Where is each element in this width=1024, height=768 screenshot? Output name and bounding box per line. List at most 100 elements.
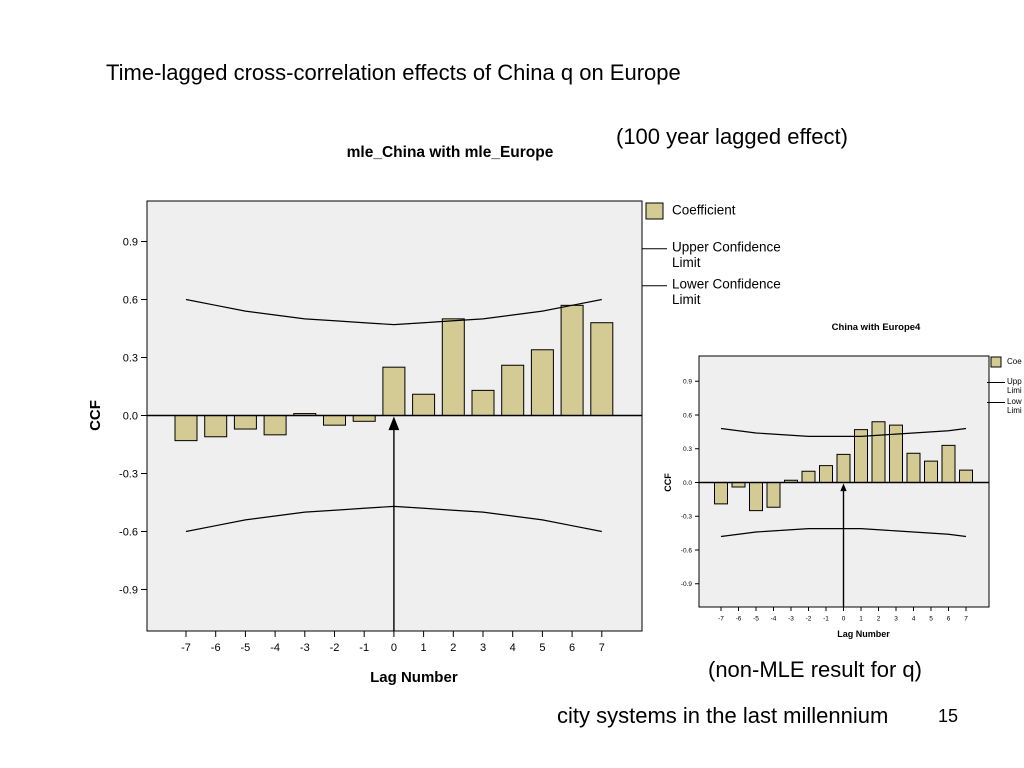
coefficient-bar: [801, 470, 816, 483]
coefficient-bar: [204, 415, 228, 438]
coefficient-bar: [263, 415, 287, 436]
y-tick-label: -0.3: [681, 514, 693, 521]
x-tick-label: -4: [270, 642, 280, 654]
coefficient-bar: [530, 349, 554, 417]
x-tick-label: -3: [788, 616, 794, 623]
coefficient-bar: [323, 415, 346, 426]
coefficient-bar: [352, 415, 376, 422]
y-tick-label: -0.6: [681, 547, 693, 554]
x-tick-label: 2: [450, 642, 456, 654]
upper-confidence-line: [720, 427, 967, 437]
legend-label: Limi: [1007, 386, 1022, 395]
coefficient-bar: [714, 482, 728, 505]
y-tick-label: -0.9: [119, 584, 138, 596]
y-axis-label: CCF: [663, 473, 673, 492]
chart-1: mle_China with mle_Europe 0.9 0.6 0.3 0.0 -0.…: [87, 144, 781, 686]
coefficient-bar: [749, 482, 763, 512]
legend-swatch-coefficient: [645, 202, 664, 220]
x-tick-label: 1: [859, 616, 863, 623]
y-tick-label: 0.3: [123, 352, 138, 364]
x-tick-label: 6: [569, 642, 575, 654]
coefficient-bar: [906, 452, 921, 483]
coefficient-bar: [836, 453, 851, 483]
x-tick-label: 3: [894, 616, 898, 623]
coefficient-bar: [174, 415, 198, 442]
coefficient-bar: [590, 322, 614, 416]
x-tick-label: -1: [823, 616, 829, 623]
y-tick-label: 0.0: [683, 480, 692, 487]
x-tick-label: -6: [736, 616, 742, 623]
y-tick-label: 0.9: [123, 236, 138, 248]
x-tick-label: -6: [211, 642, 221, 654]
coefficient-bar: [941, 444, 956, 483]
y-tick-label: 0.0: [123, 410, 138, 422]
arrow-head-icon: [840, 483, 847, 492]
x-tick-label: -1: [359, 642, 369, 654]
y-axis-label: CCF: [87, 400, 104, 431]
coefficient-bar: [924, 460, 938, 483]
x-tick-label: -2: [806, 616, 812, 623]
legend-label: Lower Confidence: [672, 276, 781, 291]
x-tick-label: 0: [842, 616, 846, 623]
legend-label: Coe: [1007, 357, 1022, 366]
legend-label: Upp: [1007, 377, 1022, 386]
coefficient-bar: [471, 389, 495, 417]
slide-number: 15: [938, 706, 959, 726]
legend-label: Limit: [672, 292, 701, 307]
x-axis-label: Lag Number: [837, 629, 890, 639]
coefficient-bar: [766, 482, 781, 508]
x-tick-label: -3: [300, 642, 310, 654]
x-tick-label: -5: [241, 642, 251, 654]
x-tick-label: 5: [539, 642, 545, 654]
x-tick-label: 0: [391, 642, 397, 654]
legend-label: Limi: [1007, 406, 1022, 415]
coefficient-bar: [819, 465, 833, 483]
legend-label: Upper Confidence: [672, 239, 781, 254]
x-tick-label: 4: [912, 616, 916, 623]
upper-confidence-line: [185, 298, 602, 326]
y-tick-label: 0.9: [683, 379, 692, 386]
x-axis-label: Lag Number: [370, 669, 458, 686]
chart-title: China with Europe4: [832, 322, 921, 333]
coefficient-bar: [854, 429, 868, 483]
y-tick-label: -0.3: [119, 468, 138, 480]
legend-label: Limit: [672, 255, 701, 270]
x-tick-label: -5: [753, 616, 759, 623]
x-tick-label: 5: [929, 616, 933, 623]
coefficient-bar: [501, 364, 525, 417]
chart-title: mle_China with mle_Europe: [347, 144, 554, 161]
legend-label: Low: [1007, 397, 1022, 406]
footer-text: city systems in the last millennium: [557, 703, 889, 728]
x-tick-label: 7: [964, 616, 968, 623]
non-mle-note: (non-MLE result for q): [708, 657, 922, 682]
x-tick-label: -7: [718, 616, 724, 623]
x-tick-label: 2: [877, 616, 881, 623]
legend-label: Coefficient: [672, 202, 736, 217]
coefficient-bar: [233, 415, 257, 430]
coefficient-bar: [441, 318, 465, 417]
coefficient-bar: [412, 393, 436, 416]
y-tick-label: 0.6: [123, 294, 138, 306]
chart-2: China with Europe4 0.9 0.6 0.3 0.0 -0.3 -0.6 -0…: [663, 322, 1022, 639]
x-tick-label: 1: [421, 642, 427, 654]
y-tick-label: 0.3: [683, 446, 692, 453]
x-tick-label: -7: [181, 642, 191, 654]
x-tick-label: 6: [947, 616, 951, 623]
x-tick-label: 3: [480, 642, 486, 654]
x-tick-label: -2: [330, 642, 340, 654]
y-tick-label: -0.9: [681, 581, 693, 588]
coefficient-bar: [382, 366, 406, 416]
arrow-head-icon: [388, 416, 400, 431]
y-tick-label: -0.6: [119, 526, 138, 538]
coefficient-bar: [560, 304, 584, 416]
coefficient-bar: [871, 421, 886, 483]
lag-effect-note: (100 year lagged effect): [616, 124, 848, 149]
coefficient-bar: [959, 469, 973, 483]
legend-swatch-coefficient: [990, 356, 1002, 368]
x-tick-label: -4: [771, 616, 777, 623]
y-tick-label: 0.6: [683, 412, 692, 419]
x-tick-label: 4: [510, 642, 516, 654]
slide-title: Time-lagged cross-correlation effects of…: [106, 60, 681, 85]
